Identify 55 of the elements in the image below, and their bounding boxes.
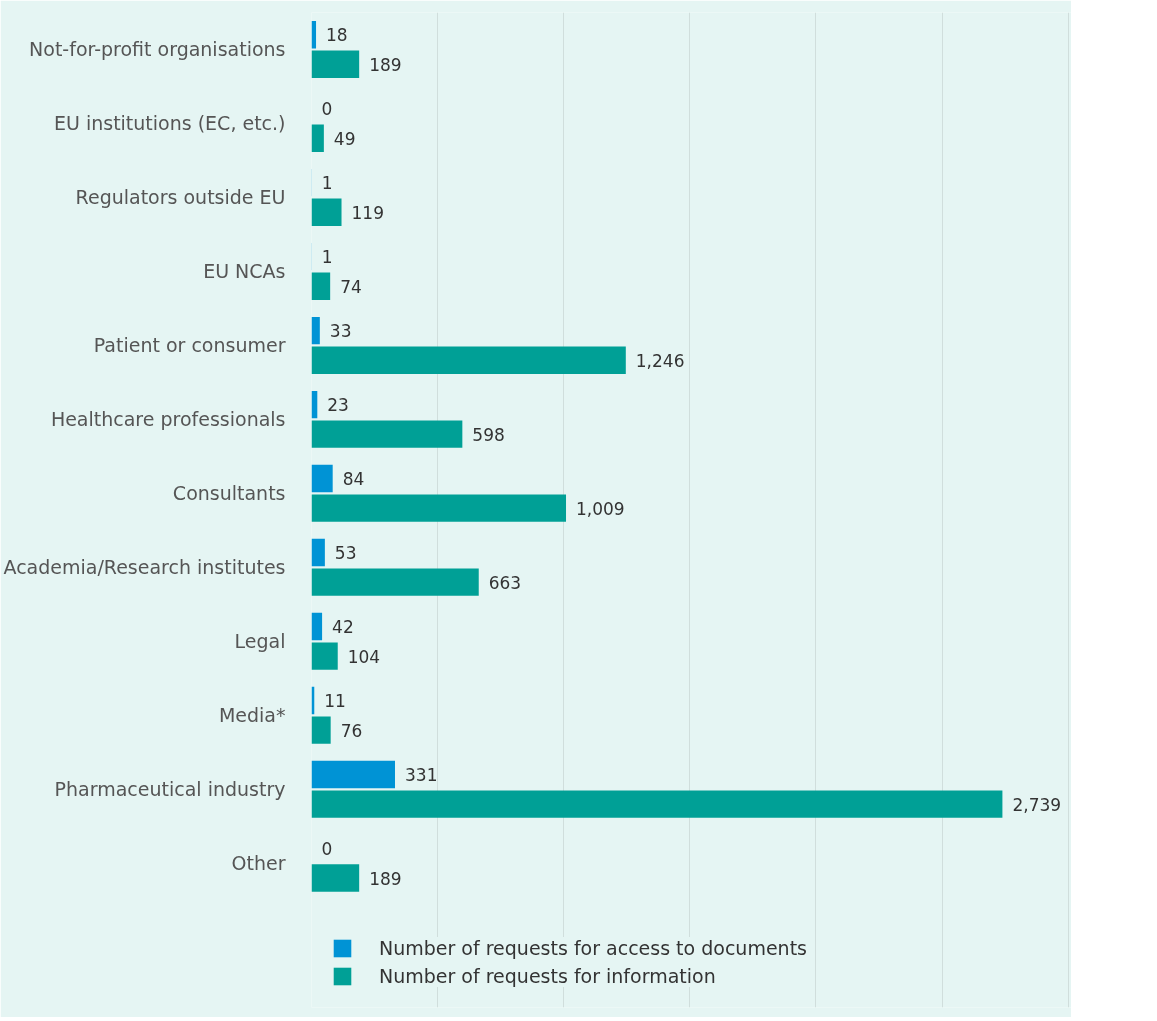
legend-label: Number of requests for information [379, 965, 716, 987]
data-label: 119 [351, 202, 384, 223]
y-tick-label: Healthcare professionals [50, 408, 286, 431]
legend-label: Number of requests for access to documents [379, 937, 807, 959]
bar [311, 124, 324, 152]
data-label: 189 [369, 868, 402, 889]
y-tick-label: Legal [234, 630, 286, 653]
bar [311, 538, 325, 567]
bar [311, 346, 626, 374]
bar [311, 272, 331, 300]
data-label: 598 [472, 424, 505, 445]
y-tick-label: Media* [218, 704, 286, 727]
data-label: 76 [340, 720, 363, 741]
data-label: 23 [327, 395, 349, 416]
data-label: 53 [334, 543, 357, 564]
bar [311, 316, 320, 345]
bar [311, 760, 395, 789]
bar [311, 420, 463, 448]
bar [311, 494, 567, 522]
data-label: 2,739 [1012, 794, 1062, 815]
y-tick-label: Regulators outside EU [75, 186, 286, 209]
y-tick-label: Other [231, 852, 286, 875]
data-label: 331 [404, 764, 438, 785]
data-label: 33 [329, 321, 352, 342]
y-tick-label: Academia/Research institutes [3, 556, 286, 579]
data-label: 18 [326, 25, 348, 46]
y-tick-label: Pharmaceutical industry [54, 778, 286, 801]
data-label: 1 [321, 173, 333, 194]
y-tick-label: Consultants [172, 482, 286, 505]
bar [311, 50, 360, 78]
data-label: 663 [488, 572, 522, 593]
bar [311, 612, 323, 641]
bar [311, 198, 342, 226]
data-label: 11 [324, 690, 346, 711]
data-label: 0 [321, 838, 333, 859]
y-tick-label: Not-for-profit organisations [29, 38, 286, 61]
data-label: 74 [340, 276, 362, 297]
bar [311, 568, 479, 596]
y-tick-label: EU NCAs [203, 260, 286, 283]
data-label: 1,246 [635, 350, 685, 371]
bar [311, 790, 1003, 818]
data-label: 189 [369, 54, 402, 75]
data-label: 0 [321, 99, 333, 120]
bar [311, 716, 331, 744]
y-tick-label: EU institutions (EC, etc.) [53, 112, 286, 135]
data-label: 1 [321, 247, 333, 268]
bar [311, 464, 333, 493]
bar [311, 864, 360, 892]
data-label: 1,009 [576, 498, 625, 519]
y-tick-label: Patient or consumer [93, 334, 286, 357]
data-label: 84 [342, 469, 365, 490]
bar [311, 642, 338, 670]
data-label: 104 [347, 646, 381, 667]
data-label: 42 [332, 617, 354, 638]
data-label: 49 [333, 128, 356, 149]
